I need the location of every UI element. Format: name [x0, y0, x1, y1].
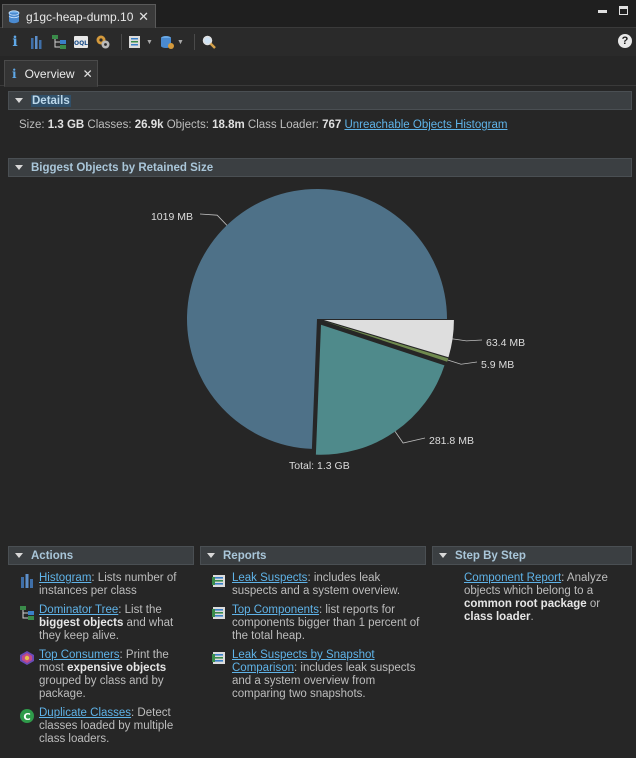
report-icon [212, 652, 225, 664]
histogram-link[interactable]: Histogram [39, 572, 92, 584]
pie-slice [186, 188, 447, 449]
step-by-step-section-title: Step By Step [455, 549, 526, 562]
collapse-triangle-icon [439, 553, 447, 558]
collapse-triangle-icon [207, 553, 215, 558]
dominator-tree-icon[interactable] [50, 33, 68, 51]
actions-section-header[interactable]: Actions [8, 546, 194, 565]
pie-leader-line [199, 213, 228, 226]
query-browser-icon[interactable] [127, 33, 145, 51]
pie-slice-label: 63.4 MB [486, 337, 525, 349]
pie-leader-line [394, 431, 426, 444]
heap-dump-icon [8, 9, 20, 23]
report-icon [212, 607, 225, 619]
histogram-icon [21, 574, 33, 588]
component-report-link[interactable]: Component Report [464, 572, 562, 584]
top-consumers-icon [20, 651, 34, 665]
info-icon[interactable]: i [12, 34, 18, 50]
list-item: Dominator Tree: List the biggest objects… [19, 604, 191, 643]
duplicate-classes-icon: C [20, 709, 34, 723]
pie-slice-label: 1019 MB [151, 211, 193, 223]
pie-slice [323, 320, 454, 358]
actions-section-title: Actions [31, 549, 74, 562]
details-summary: Size: 1.3 GB Classes: 26.9k Objects: 18.… [19, 119, 508, 131]
biggest-objects-section-header[interactable]: Biggest Objects by Retained Size [8, 158, 632, 177]
classes-value: 26.9k [134, 119, 164, 131]
objects-value: 18.8m [212, 119, 245, 131]
leak-suspects-comparison-link[interactable]: Leak Suspects by Snapshot Comparison [232, 649, 375, 674]
view-tab-strip: i Overview ✕ [0, 58, 636, 87]
top-components-link[interactable]: Top Components [232, 604, 319, 616]
collapse-triangle-icon [15, 553, 23, 558]
search-icon[interactable] [200, 33, 218, 51]
info-icon: i [12, 66, 17, 81]
thread-icon[interactable] [94, 33, 112, 51]
tab-overview[interactable]: i Overview ✕ [4, 60, 98, 87]
svg-text:OQL: OQL [74, 40, 88, 47]
step-by-step-section-header[interactable]: Step By Step [432, 546, 632, 565]
editor-tab-heap-dump[interactable]: g1gc-heap-dump.10 ✕ [2, 4, 156, 28]
dominator-tree-link[interactable]: Dominator Tree [39, 604, 119, 616]
toolbar: i OQL ▼ ▼ ? [0, 28, 636, 56]
maximize-icon[interactable] [619, 6, 628, 15]
collapse-triangle-icon [15, 98, 23, 103]
details-section-title: Details [31, 94, 71, 107]
pie-slice [315, 324, 445, 455]
window-controls [598, 6, 628, 15]
top-consumers-link[interactable]: Top Consumers [39, 649, 120, 661]
minimize-icon[interactable] [598, 10, 607, 13]
pie-slice-label: 5.9 MB [481, 359, 514, 371]
size-value: 1.3 GB [47, 119, 85, 131]
reports-list: Leak Suspects: includes leak suspects an… [212, 572, 422, 707]
list-item: Top Components: list reports for compone… [212, 604, 422, 643]
reports-section-header[interactable]: Reports [200, 546, 426, 565]
histogram-icon[interactable] [28, 33, 46, 51]
chevron-down-icon[interactable]: ▼ [146, 38, 153, 46]
class-loader-value: 767 [322, 119, 342, 131]
help-icon[interactable]: ? [618, 34, 632, 48]
close-icon[interactable]: ✕ [138, 8, 149, 24]
biggest-objects-section-title: Biggest Objects by Retained Size [31, 161, 214, 174]
list-item: Component Report: Analyze objects which … [464, 572, 608, 623]
collapse-triangle-icon [15, 165, 23, 170]
list-item: Histogram: Lists number of instances per… [19, 572, 191, 598]
list-item: Leak Suspects: includes leak suspects an… [212, 572, 422, 598]
toolbar-separator [121, 34, 122, 50]
pie-leader-line [447, 359, 478, 365]
heap-dump-overview-icon[interactable] [158, 33, 176, 51]
retained-size-pie-chart: 1019 MB 63.4 MB 5.9 MB 281.8 MB Total: 1.3 G… [151, 188, 525, 472]
leak-suspects-link[interactable]: Leak Suspects [232, 572, 308, 584]
unreachable-objects-histogram-link[interactable]: Unreachable Objects Histogram [344, 119, 508, 131]
list-item: Top Consumers: Print the most expensive … [19, 649, 191, 701]
list-item: Leak Suspects by Snapshot Comparison: in… [212, 649, 422, 701]
pie-total-label: Total: 1.3 GB [289, 460, 350, 472]
svg-text:C: C [23, 712, 30, 723]
details-section-header[interactable]: Details [8, 91, 632, 110]
pie-leader-line [452, 338, 483, 342]
editor-tab-title: g1gc-heap-dump.10 [26, 9, 134, 24]
editor-tab-strip: g1gc-heap-dump.10 ✕ [0, 0, 636, 28]
oql-icon[interactable]: OQL [72, 33, 90, 51]
chevron-down-icon[interactable]: ▼ [176, 38, 184, 46]
pie-slice-label: 281.8 MB [429, 435, 474, 447]
tab-overview-label: Overview [24, 66, 75, 81]
toolbar-separator [193, 34, 195, 50]
report-icon [212, 575, 225, 587]
close-icon[interactable]: ✕ [82, 66, 93, 81]
reports-section-title: Reports [223, 549, 267, 562]
pie-slice [323, 321, 449, 362]
dominator-tree-icon [20, 606, 34, 620]
duplicate-classes-link[interactable]: Duplicate Classes [39, 707, 132, 719]
actions-list: Histogram: Lists number of instances per… [19, 572, 191, 752]
list-item: C Duplicate Classes: Detect classes load… [19, 707, 191, 746]
step-by-step-content: Component Report: Analyze objects which … [464, 572, 630, 630]
